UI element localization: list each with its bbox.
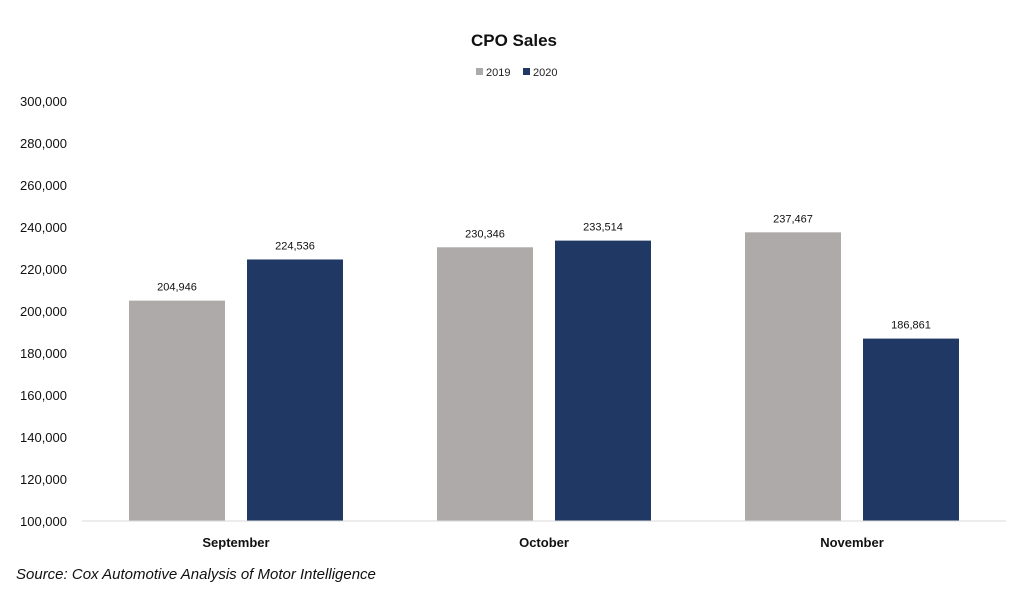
- x-axis: September October November: [202, 535, 883, 550]
- data-labels: 204,946 224,536 230,346 233,514 237,467 186,8…: [157, 213, 931, 331]
- y-tick-label: 260,000: [20, 178, 67, 193]
- x-tick-label-september: September: [202, 535, 269, 550]
- data-label-2020-september: 224,536: [275, 240, 315, 252]
- source-note: Source: Cox Automotive Analysis of Motor…: [16, 566, 376, 583]
- legend-swatch-2019: [476, 68, 483, 75]
- legend-label-2019: 2019: [486, 67, 510, 79]
- bar-2019-september: [129, 300, 225, 521]
- y-tick-label: 140,000: [20, 430, 67, 445]
- legend-label-2020: 2020: [533, 67, 557, 79]
- bar-2020-october: [555, 240, 651, 521]
- legend-swatch-2020: [523, 68, 530, 75]
- y-tick-label: 300,000: [20, 94, 67, 109]
- y-tick-label: 240,000: [20, 220, 67, 235]
- y-tick-label: 160,000: [20, 388, 67, 403]
- chart-title: CPO Sales: [471, 31, 557, 50]
- y-tick-label: 100,000: [20, 514, 67, 529]
- y-tick-label: 120,000: [20, 472, 67, 487]
- bar-2020-september: [247, 259, 343, 521]
- x-tick-label-november: November: [820, 535, 884, 550]
- data-label-2019-september: 204,946: [157, 282, 197, 294]
- bar-2019-november: [745, 232, 841, 521]
- x-tick-label-october: October: [519, 535, 569, 550]
- y-tick-label: 200,000: [20, 304, 67, 319]
- legend: 2019 2020: [476, 67, 557, 79]
- y-tick-label: 220,000: [20, 262, 67, 277]
- y-axis: 100,000 120,000 140,000 160,000 180,000 200,0…: [20, 94, 67, 529]
- y-tick-label: 180,000: [20, 346, 67, 361]
- y-tick-label: 280,000: [20, 136, 67, 151]
- data-label-2019-october: 230,346: [465, 228, 505, 240]
- data-label-2019-november: 237,467: [773, 213, 813, 225]
- data-label-2020-october: 233,514: [583, 222, 623, 234]
- bar-2019-october: [437, 247, 533, 521]
- bars: [129, 232, 959, 521]
- data-label-2020-november: 186,861: [891, 320, 931, 332]
- bar-2020-november: [863, 338, 959, 521]
